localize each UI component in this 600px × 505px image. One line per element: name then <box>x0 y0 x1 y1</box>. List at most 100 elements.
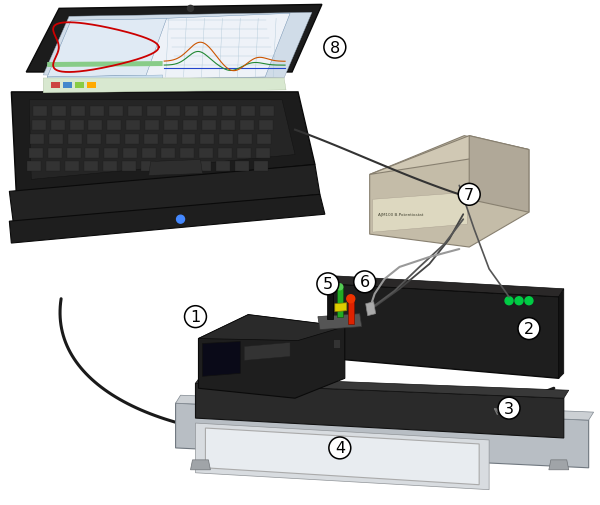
Circle shape <box>458 184 480 206</box>
Text: 7: 7 <box>464 187 474 203</box>
Text: 6: 6 <box>359 275 370 290</box>
Polygon shape <box>333 339 340 349</box>
Circle shape <box>324 37 346 59</box>
Polygon shape <box>85 148 100 158</box>
Circle shape <box>515 297 523 305</box>
Polygon shape <box>149 160 202 176</box>
Polygon shape <box>559 289 564 379</box>
Polygon shape <box>67 148 80 158</box>
Polygon shape <box>221 121 235 130</box>
Polygon shape <box>259 121 272 130</box>
Text: 4: 4 <box>335 440 345 456</box>
Polygon shape <box>145 14 290 80</box>
Polygon shape <box>128 107 142 117</box>
Polygon shape <box>50 121 65 130</box>
Polygon shape <box>235 162 249 172</box>
Polygon shape <box>88 121 103 130</box>
Polygon shape <box>257 134 271 144</box>
Polygon shape <box>26 6 322 73</box>
Polygon shape <box>70 121 83 130</box>
Polygon shape <box>218 148 232 158</box>
Polygon shape <box>65 162 79 172</box>
Polygon shape <box>46 162 60 172</box>
Polygon shape <box>84 162 98 172</box>
Polygon shape <box>52 107 66 117</box>
Polygon shape <box>244 343 290 361</box>
Polygon shape <box>330 284 559 379</box>
Polygon shape <box>549 460 569 470</box>
Circle shape <box>337 284 343 290</box>
Polygon shape <box>179 162 193 172</box>
Polygon shape <box>68 134 82 144</box>
Polygon shape <box>348 299 354 324</box>
Polygon shape <box>127 121 140 130</box>
Polygon shape <box>176 395 593 420</box>
Polygon shape <box>163 134 176 144</box>
Text: 8: 8 <box>330 40 340 56</box>
Polygon shape <box>365 302 376 316</box>
Polygon shape <box>106 134 120 144</box>
Polygon shape <box>11 93 315 195</box>
Polygon shape <box>141 162 155 172</box>
Polygon shape <box>373 193 467 233</box>
Polygon shape <box>241 107 255 117</box>
Circle shape <box>498 397 520 419</box>
Polygon shape <box>144 134 158 144</box>
Polygon shape <box>254 162 268 172</box>
Polygon shape <box>63 83 72 89</box>
Polygon shape <box>87 134 101 144</box>
Polygon shape <box>196 423 489 490</box>
Polygon shape <box>337 287 343 317</box>
Circle shape <box>185 306 206 328</box>
Polygon shape <box>51 83 60 89</box>
Polygon shape <box>176 403 589 468</box>
Polygon shape <box>256 148 269 158</box>
Polygon shape <box>145 121 159 130</box>
Polygon shape <box>199 315 345 341</box>
Polygon shape <box>196 377 569 398</box>
Polygon shape <box>147 107 161 117</box>
Polygon shape <box>122 162 136 172</box>
Text: 3: 3 <box>504 401 514 416</box>
Polygon shape <box>260 107 274 117</box>
Polygon shape <box>197 162 211 172</box>
Polygon shape <box>202 342 240 377</box>
Polygon shape <box>160 162 173 172</box>
Polygon shape <box>200 134 214 144</box>
Polygon shape <box>104 148 118 158</box>
Polygon shape <box>107 121 121 130</box>
Polygon shape <box>71 107 85 117</box>
Polygon shape <box>180 148 194 158</box>
Polygon shape <box>217 162 230 172</box>
Polygon shape <box>125 134 139 144</box>
Circle shape <box>317 273 339 295</box>
Text: 5: 5 <box>323 277 333 292</box>
Circle shape <box>525 297 533 305</box>
Polygon shape <box>49 134 63 144</box>
Polygon shape <box>30 134 44 144</box>
Polygon shape <box>205 428 479 485</box>
Polygon shape <box>238 134 252 144</box>
Circle shape <box>176 216 185 224</box>
Polygon shape <box>199 315 345 398</box>
Polygon shape <box>10 195 325 243</box>
Polygon shape <box>109 107 123 117</box>
Polygon shape <box>223 107 236 117</box>
Polygon shape <box>191 460 211 470</box>
Text: 1: 1 <box>190 310 200 325</box>
Polygon shape <box>75 83 84 89</box>
Polygon shape <box>164 121 178 130</box>
Polygon shape <box>196 383 564 438</box>
Text: AJM100 B.Potentiostat: AJM100 B.Potentiostat <box>377 213 423 217</box>
Circle shape <box>347 295 355 303</box>
Polygon shape <box>142 148 156 158</box>
Polygon shape <box>10 165 320 224</box>
Polygon shape <box>370 136 529 247</box>
Polygon shape <box>182 134 196 144</box>
Polygon shape <box>327 289 333 319</box>
Polygon shape <box>330 276 564 297</box>
Circle shape <box>326 286 334 293</box>
Polygon shape <box>469 136 529 213</box>
Polygon shape <box>27 162 41 172</box>
Polygon shape <box>240 121 254 130</box>
